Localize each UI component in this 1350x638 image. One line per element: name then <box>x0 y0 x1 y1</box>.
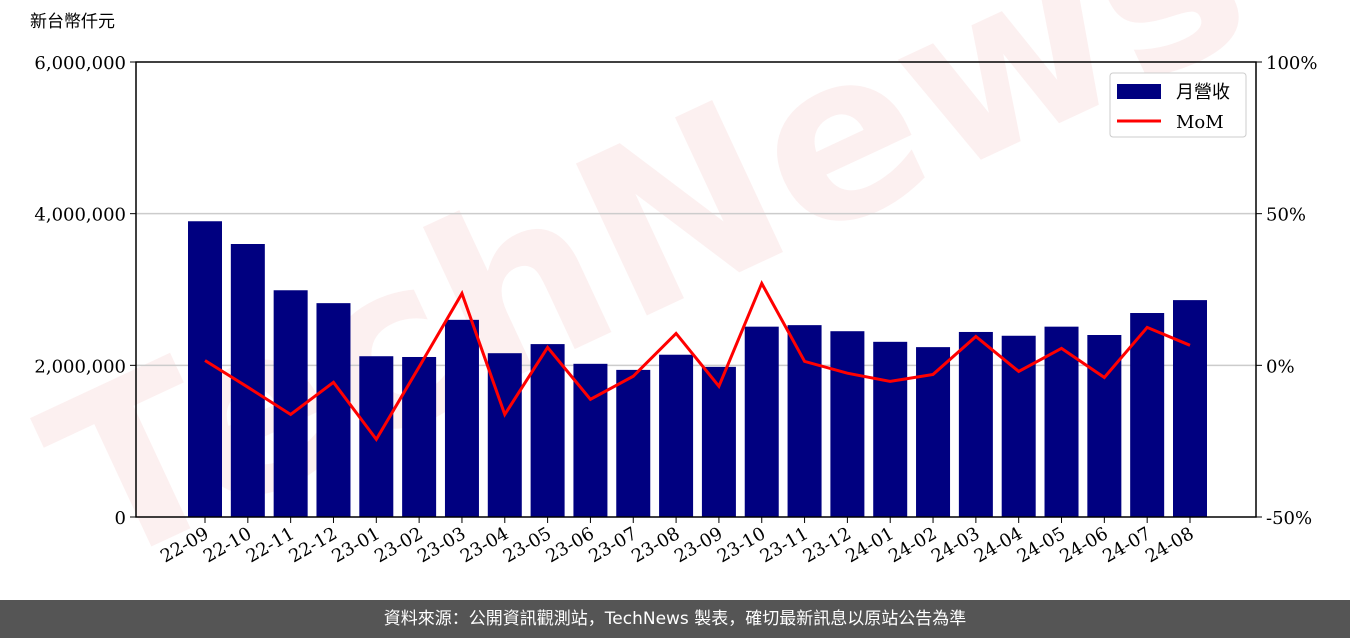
chart: TechNews 新台幣仟元 02,000,0004,000,0006,000,… <box>10 0 1317 600</box>
bar <box>1130 313 1165 517</box>
x-tick-label: 24-06 <box>1056 523 1111 567</box>
bar <box>659 354 694 517</box>
legend-label: MoM <box>1176 112 1224 133</box>
bar <box>273 290 308 517</box>
x-tick-label: 24-02 <box>885 523 940 567</box>
y2-tick-label: 100% <box>1266 53 1317 74</box>
x-tick-label: 23-04 <box>457 523 512 567</box>
y2-tick-label: -50% <box>1266 508 1312 529</box>
x-tick-label: 23-08 <box>628 523 683 567</box>
bar <box>958 331 993 517</box>
bar <box>444 319 479 517</box>
x-tick-label: 24-04 <box>971 523 1026 567</box>
bar <box>316 303 351 517</box>
x-tick-label: 23-02 <box>371 523 426 567</box>
y-tick-label: 2,000,000 <box>34 356 126 377</box>
x-tick-label: 24-01 <box>842 523 897 567</box>
x-tick-label: 23-09 <box>671 523 726 567</box>
x-tick-label: 23-12 <box>799 523 854 567</box>
x-tick-label: 23-03 <box>414 523 469 567</box>
bar <box>530 344 565 517</box>
bar <box>1173 300 1207 517</box>
x-tick-label: 23-06 <box>542 523 597 567</box>
y-tick-label: 0 <box>115 508 126 529</box>
y-tick-label: 4,000,000 <box>34 205 126 226</box>
footer: 資料來源：公開資訊觀測站，TechNews 製表，確切最新訊息以原站公告為準 <box>0 600 1350 638</box>
x-tick-label: 23-05 <box>500 523 555 567</box>
x-tick-label: 23-10 <box>714 523 769 567</box>
bar <box>573 363 608 517</box>
legend-swatch <box>1117 84 1161 99</box>
y2-tick-label: 50% <box>1266 205 1306 226</box>
x-tick-label: 24-05 <box>1014 523 1069 567</box>
bar <box>787 325 822 517</box>
bar <box>701 366 736 517</box>
x-tick-label: 23-11 <box>757 523 812 567</box>
y-tick-label: 6,000,000 <box>34 53 126 74</box>
bar <box>402 356 437 517</box>
x-tick-label: 23-07 <box>585 523 640 567</box>
x-tick-label: 24-08 <box>1142 523 1197 567</box>
bar <box>616 369 651 517</box>
y-axis-label: 新台幣仟元 <box>30 12 115 32</box>
plot-frame <box>135 61 1257 518</box>
mom-line <box>204 279 1191 443</box>
bar <box>744 326 779 517</box>
x-tick-label: 23-01 <box>328 523 383 567</box>
legend-label: 月營收 <box>1176 82 1230 103</box>
x-tick-label: 24-03 <box>928 523 983 567</box>
bar <box>873 341 908 517</box>
y2-tick-label: 0% <box>1266 356 1295 377</box>
bar <box>1044 326 1079 517</box>
bar <box>830 331 865 517</box>
x-tick-label: 24-07 <box>1099 523 1154 567</box>
